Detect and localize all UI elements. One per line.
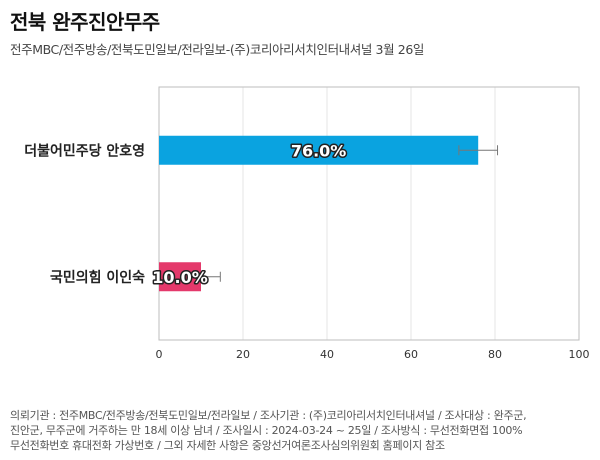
footnote-line-3: 무선전화번호 휴대전화 가상번호 / 그외 자세한 사항은 중앙선거여론조사심의…: [10, 439, 445, 452]
data-label: 76.0%: [291, 141, 347, 160]
bar: [159, 135, 479, 165]
page-subtitle: 전주MBC/전주방송/전북도민일보/전라일보-(주)코리아리서치인터내셔널 3월…: [10, 42, 424, 57]
bar-chart: 0 20 40 60 80 100 더불어민주당 안호영 76.0% 국민의힘 이인숙 10.0%: [24, 86, 590, 361]
footnote: 의뢰기관 : 전주MBC/전주방송/전북도민일보/전라일보 / 조사기관 : (…: [10, 408, 590, 453]
page-title: 전북 완주진안무주: [10, 10, 160, 34]
x-tick-label: 100: [569, 348, 590, 361]
footnote-line-1: 의뢰기관 : 전주MBC/전주방송/전북도민일보/전라일보 / 조사기관 : (…: [10, 409, 527, 422]
x-tick-label: 40: [320, 348, 334, 361]
x-tick-label: 20: [236, 348, 250, 361]
x-tick-label: 60: [404, 348, 418, 361]
data-label: 10.0%: [152, 268, 208, 287]
plot-frame: [158, 86, 580, 341]
bar: [159, 262, 201, 292]
x-tick-label: 0: [156, 348, 163, 361]
category-label: 더불어민주당 안호영: [24, 142, 145, 159]
category-label: 국민의힘 이인숙: [50, 269, 145, 286]
x-tick-label: 80: [488, 348, 502, 361]
footnote-line-2: 진안군, 무주군에 거주하는 만 18세 이상 남녀 / 조사일시 : 2024…: [10, 424, 523, 437]
